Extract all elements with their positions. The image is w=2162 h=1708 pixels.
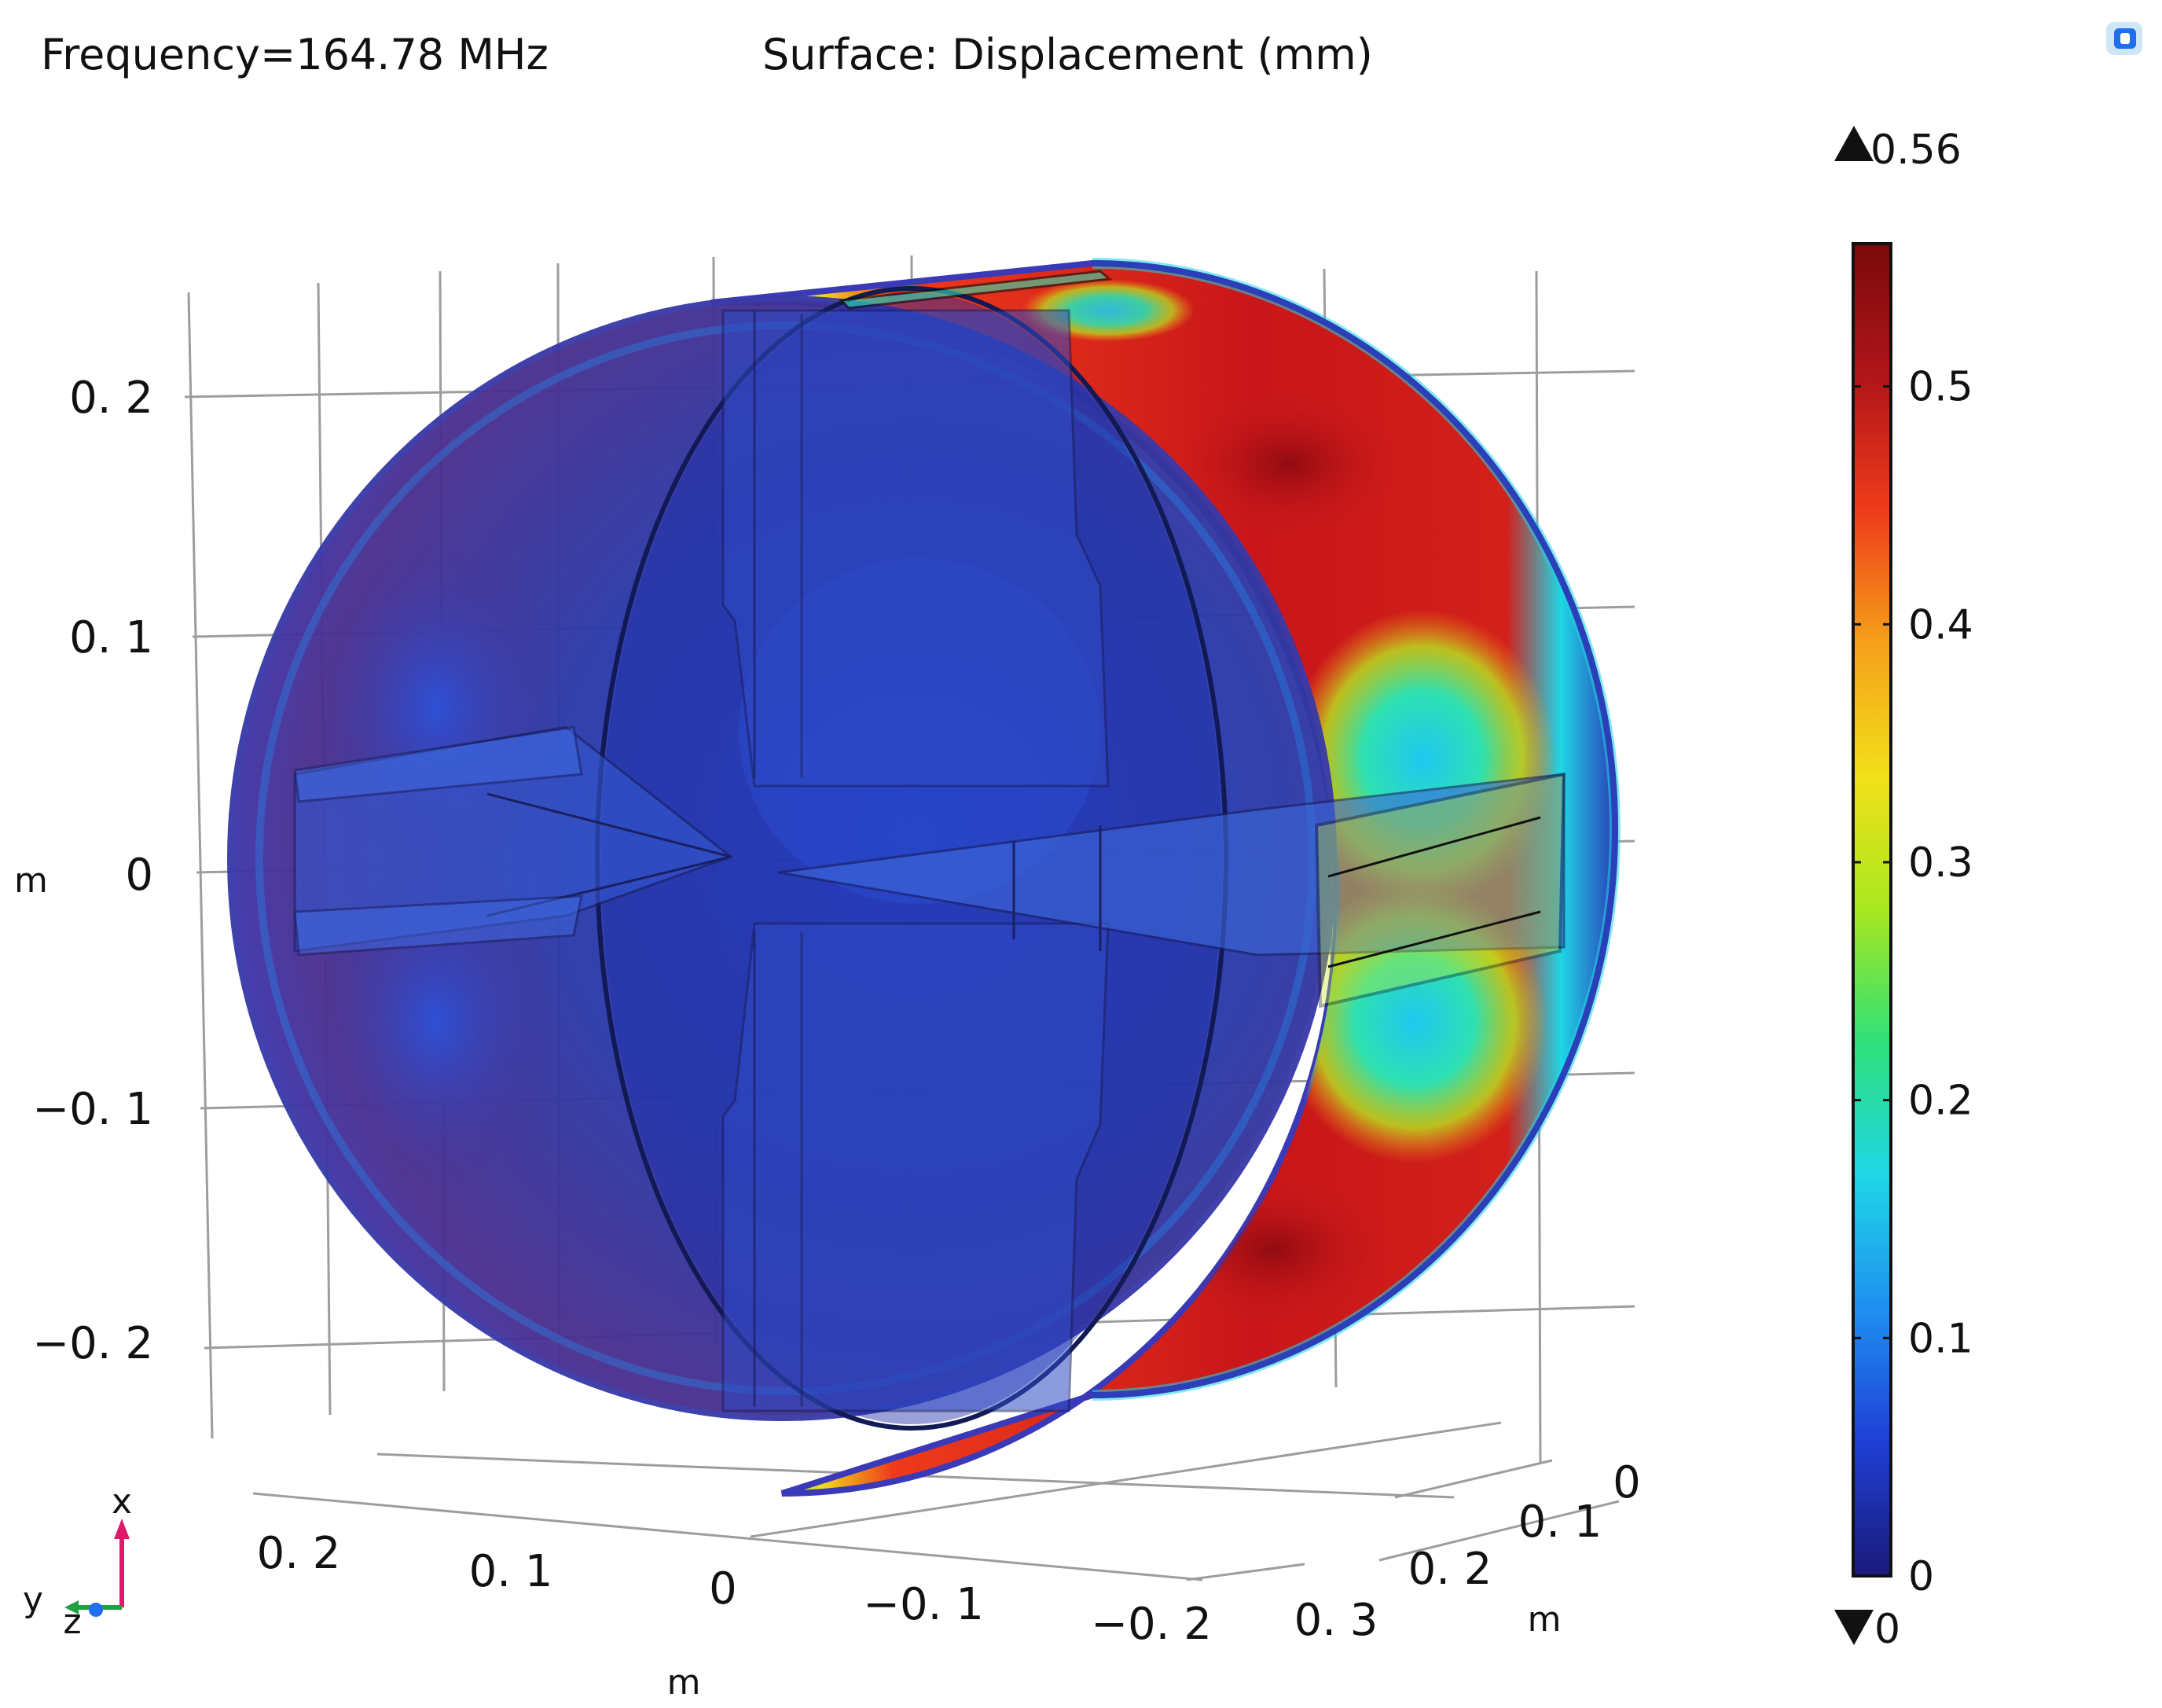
v-tick-neg0.1: −0. 1 (32, 1084, 153, 1135)
surface-title: Surface: Displacement (mm) (762, 30, 1373, 79)
h-axis-unit: m (667, 1662, 701, 1702)
min-marker-icon (1834, 1610, 1874, 1645)
colorbar-tick-label: 0.4 (1908, 601, 1973, 648)
vane-vertical-bottom[interactable] (721, 922, 1110, 1412)
colorbar-tick-label: 0.1 (1908, 1315, 1973, 1362)
v-tick-neg0.2: −0. 2 (32, 1318, 153, 1369)
frequency-title: Frequency=164.78 MHz (41, 30, 549, 79)
d-tick-0.3: 0. 3 (1294, 1595, 1378, 1646)
colorbar-max-label: 0.56 (1870, 127, 1962, 174)
h-tick-0.2: 0. 2 (257, 1528, 341, 1579)
vane-end-plate-top[interactable] (838, 270, 1113, 310)
triad-z-label: z (63, 1602, 81, 1642)
max-marker-icon (1834, 126, 1874, 161)
vane-vertical-top[interactable] (721, 309, 1110, 788)
triad-x-label: x (112, 1482, 132, 1522)
d-tick-0: 0 (1613, 1457, 1641, 1508)
orientation-triad: x y z (23, 1482, 132, 1642)
h-tick-0: 0 (709, 1563, 737, 1614)
depth-axis: 0 0. 1 0. 2 0. 3 m (1294, 1457, 1641, 1646)
vane-end-plate-right[interactable] (1314, 772, 1566, 1008)
colorbar-tick-label: 0.3 (1908, 839, 1973, 887)
v-axis-unit: m (14, 861, 48, 901)
d-axis-unit: m (1528, 1600, 1562, 1640)
triad-y-label: y (23, 1580, 43, 1620)
h-tick-neg0.1: −0. 1 (863, 1579, 984, 1630)
v-tick-0.1: 0. 1 (69, 612, 153, 663)
colorbar-min-label: 0 (1874, 1606, 1900, 1653)
front-horizontal-axis: 0. 2 0. 1 0 −0. 1 −0. 2 m (257, 1528, 1212, 1702)
colorbar-tick-label: 0.2 (1908, 1078, 1973, 1125)
d-tick-0.1: 0. 1 (1518, 1497, 1602, 1548)
v-tick-0: 0 (125, 850, 153, 901)
vertical-axis: 0. 2 0. 1 0 −0. 1 −0. 2 m (14, 373, 153, 1369)
app-logo-icon (2106, 22, 2142, 55)
colorbar-tick-label: 0 (1908, 1553, 1934, 1600)
v-tick-0.2: 0. 2 (69, 373, 153, 424)
d-tick-0.2: 0. 2 (1408, 1544, 1492, 1595)
h-tick-neg0.2: −0. 2 (1091, 1599, 1212, 1650)
colorbar-tick-label: 0.5 (1908, 364, 1973, 411)
colorbar-ticks: 0.5 0.4 0.3 0.2 0.1 0 (1853, 364, 1973, 1600)
colorbar[interactable]: 0.5 0.4 0.3 0.2 0.1 0 0.56 0 (1834, 126, 1973, 1653)
colorbar-gradient-rect (1852, 242, 1892, 1578)
vane-horizontal-right[interactable] (777, 773, 1566, 957)
vane-end-plate-left[interactable] (293, 725, 583, 957)
h-tick-0.1: 0. 1 (469, 1546, 553, 1597)
